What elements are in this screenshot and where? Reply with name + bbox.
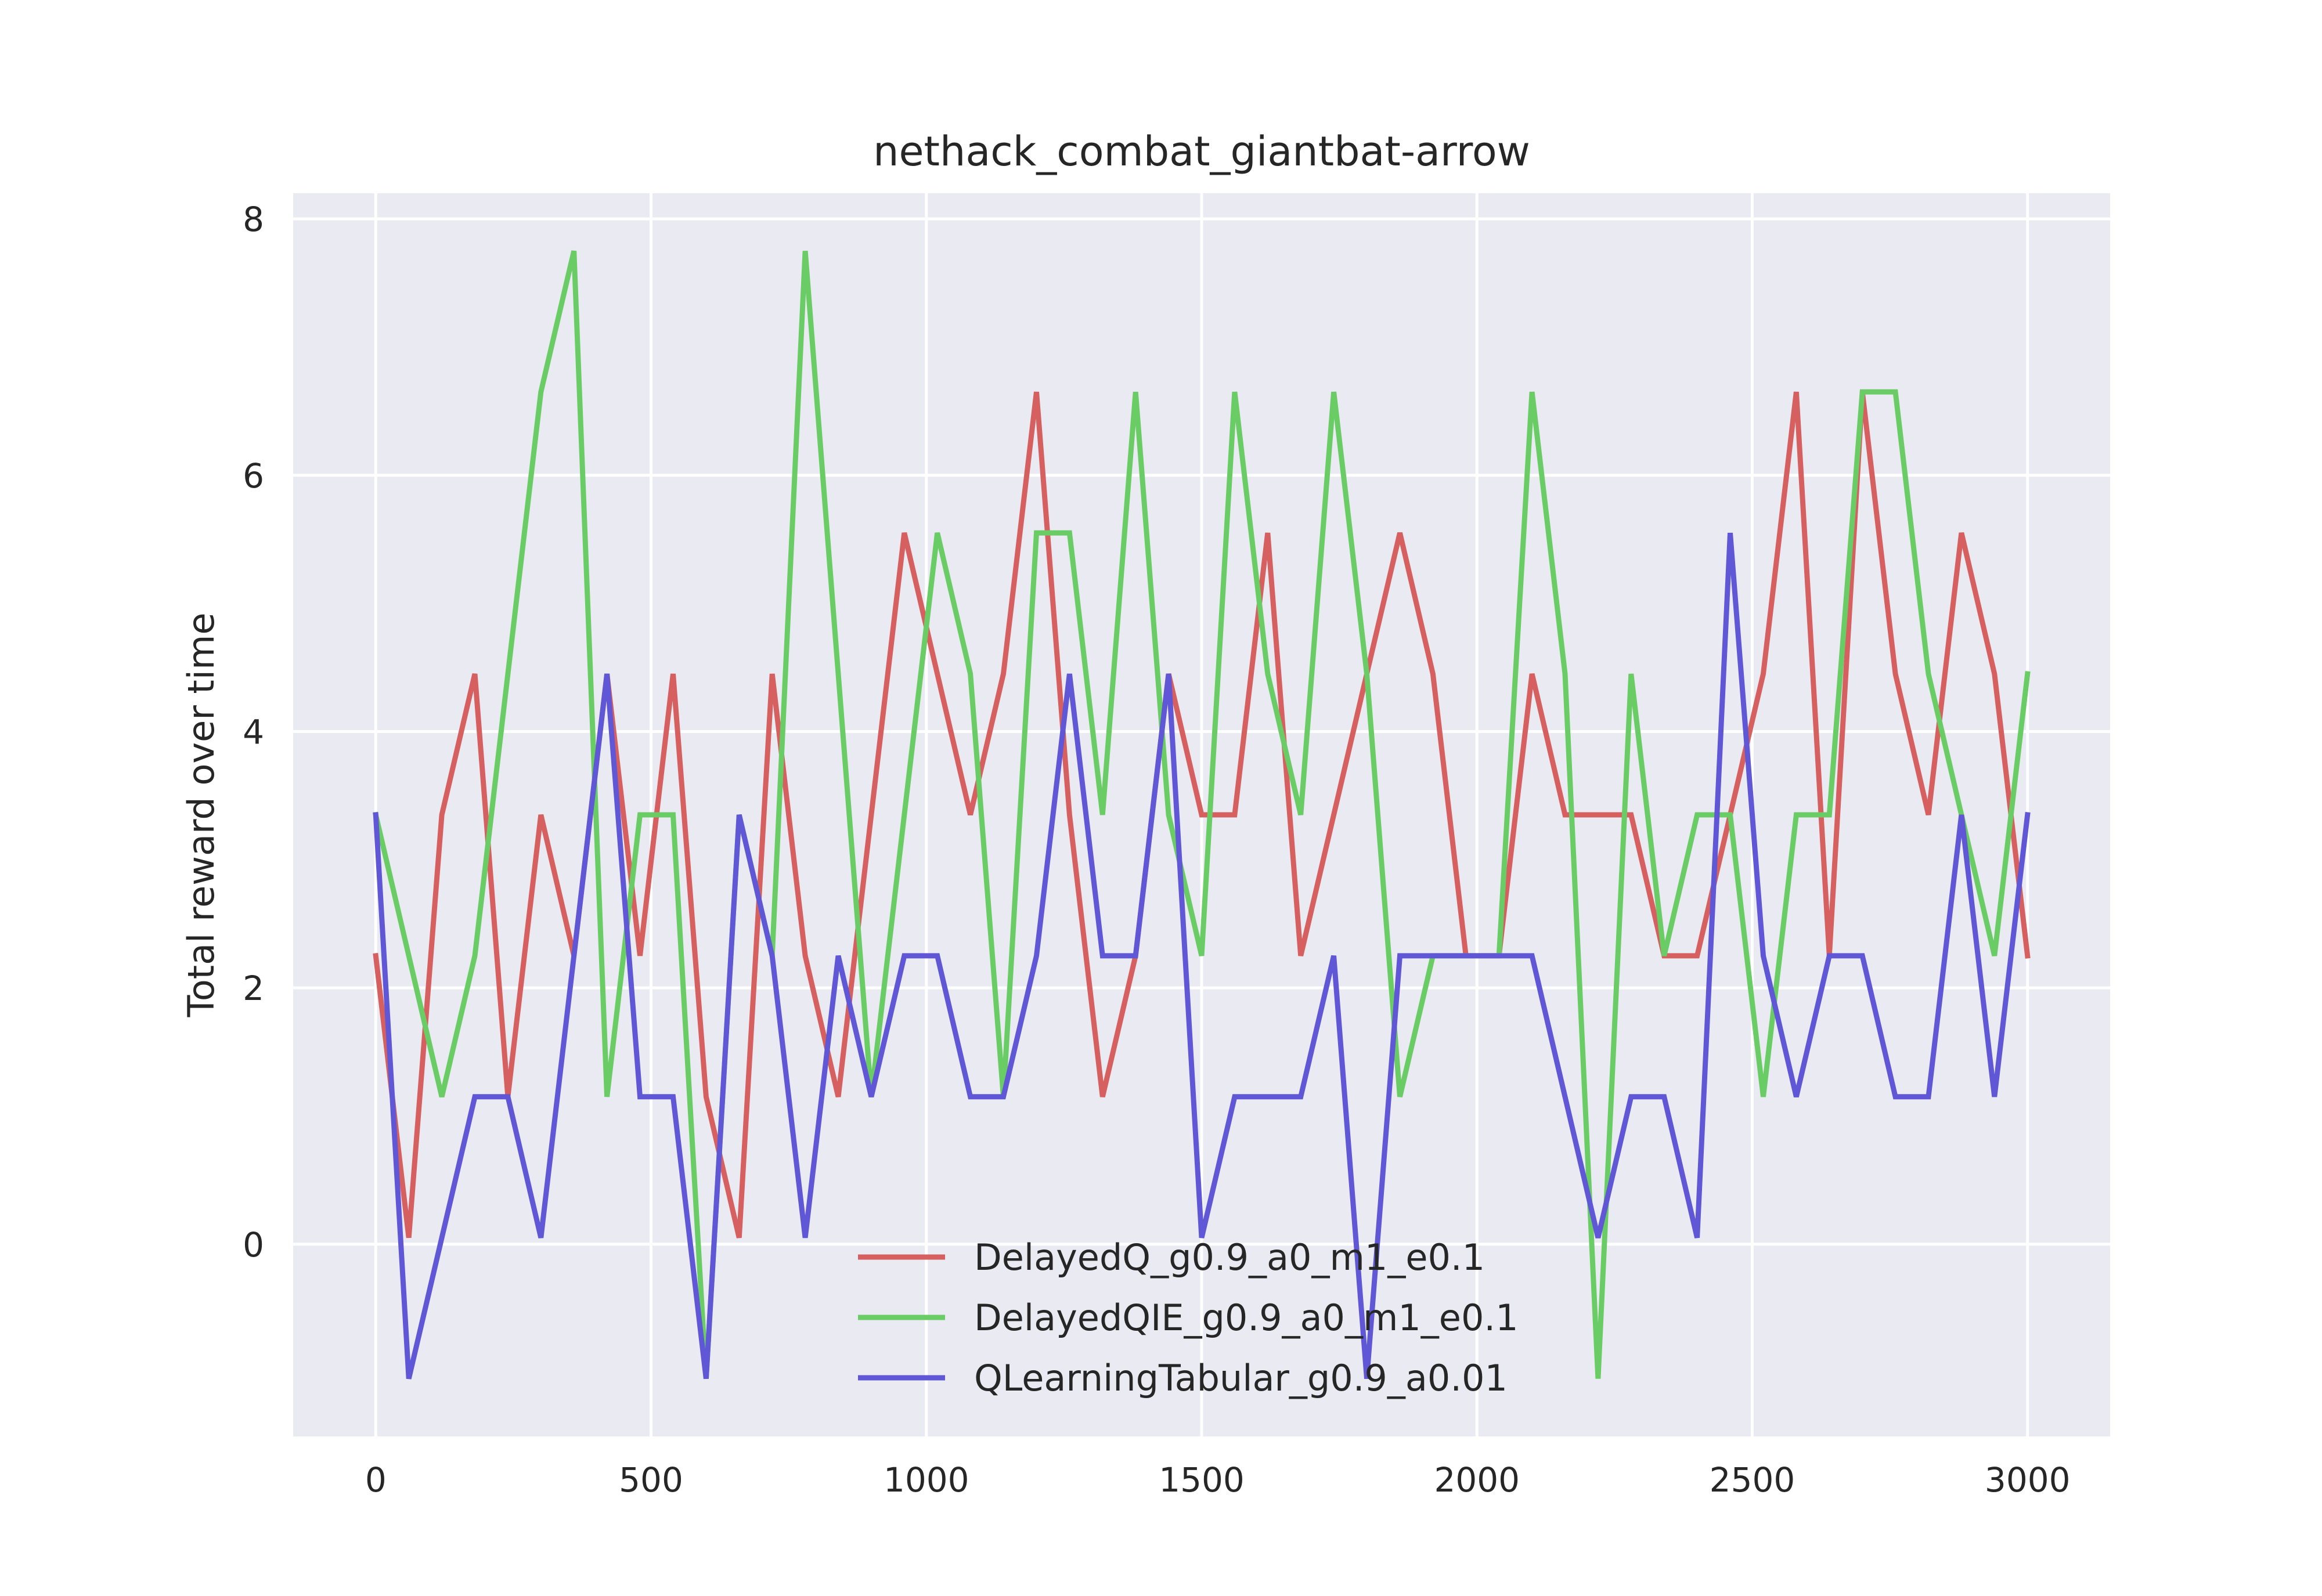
legend: DelayedQ_g0.9_a0_m1_e0.1 DelayedQIE_g0.9_… [858,1236,1519,1399]
y-axis-label: Total reward over time [180,613,222,1018]
y-tick-label: 2 [243,969,264,1008]
x-tick-label: 2000 [1434,1460,1520,1500]
x-tick-label: 1500 [1159,1460,1245,1500]
series-line-2 [372,250,2031,1379]
x-tick-label: 0 [365,1460,387,1500]
legend-label: DelayedQ_g0.9_a0_m1_e0.1 [974,1236,1485,1279]
y-tick-label: 6 [243,456,264,496]
series-lines [372,250,2031,1380]
x-tick-label: 500 [619,1460,683,1500]
series-line-1 [373,391,2031,1238]
y-tick-label: 8 [243,200,264,239]
legend-label: QLearningTabular_g0.9_a0.01 [974,1357,1508,1399]
x-tick-labels: 0 500 1000 1500 2000 2500 3000 [365,1460,2071,1500]
y-tick-label: 4 [243,712,264,752]
x-tick-label: 3000 [1985,1460,2071,1500]
y-tick-labels: 0 2 4 6 8 [243,200,264,1265]
chart-title: nethack_combat_giantbat-arrow [873,128,1530,175]
x-tick-label: 1000 [884,1460,969,1500]
x-tick-label: 2500 [1710,1460,1795,1500]
series-line-3 [373,532,2031,1380]
legend-label: DelayedQIE_g0.9_a0_m1_e0.1 [974,1297,1519,1339]
y-tick-label: 0 [243,1225,264,1265]
